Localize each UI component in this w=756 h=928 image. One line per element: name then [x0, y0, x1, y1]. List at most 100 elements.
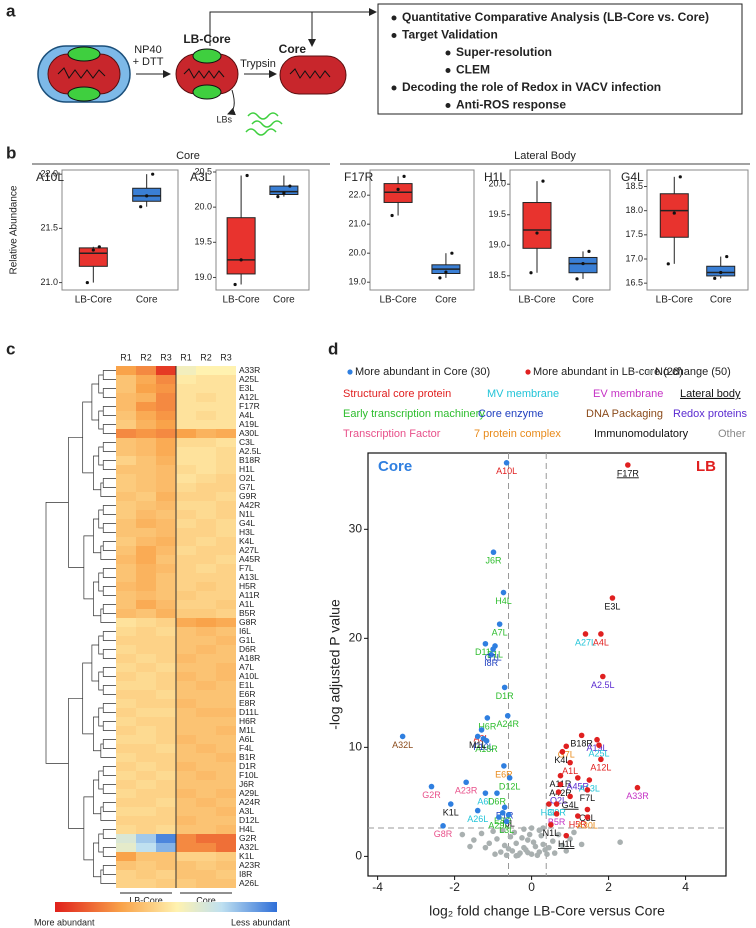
panel-label: c	[6, 339, 15, 358]
heatmap-cell	[156, 528, 176, 537]
heatmap-cell	[196, 429, 216, 438]
point-label: G2R	[422, 790, 441, 800]
data-point	[567, 793, 573, 800]
y-tick-label: 19.0	[348, 277, 366, 287]
category-legend: EV membrane	[593, 388, 663, 400]
heatmap-cell	[196, 636, 216, 645]
heatmap-cell	[136, 483, 156, 492]
heatmap-cell	[156, 663, 176, 672]
heatmap-cell	[176, 573, 196, 582]
heatmap-cell	[156, 618, 176, 627]
box	[522, 202, 552, 249]
heatmap-cell	[176, 843, 196, 852]
heatmap-cell	[176, 771, 196, 780]
heatmap-cell	[136, 456, 156, 465]
heatmap-cell	[156, 537, 176, 546]
dendrogram	[102, 568, 116, 578]
heatmap-cell	[216, 627, 236, 636]
bullet	[445, 68, 451, 73]
point-label: E8R	[494, 816, 512, 826]
dendrogram	[100, 608, 116, 623]
point-label: A30L	[577, 821, 598, 831]
group-label: Core	[196, 895, 216, 905]
point-label: A29L	[488, 821, 509, 831]
heatmap-cell	[136, 429, 156, 438]
heatmap-cell	[196, 528, 216, 537]
heatmap-cell	[156, 807, 176, 816]
heatmap-cell	[196, 699, 216, 708]
heatmap-cell	[216, 681, 236, 690]
heatmap-cell	[216, 483, 236, 492]
data-point	[282, 191, 286, 195]
group-label: LB-Core	[129, 895, 163, 905]
data-point	[725, 254, 729, 259]
heatmap-cell	[176, 501, 196, 510]
heatmap-cell	[196, 717, 216, 726]
category-legend: 7 protein complex	[474, 428, 561, 440]
dendrogram	[93, 455, 101, 491]
outcome-text: CLEM	[456, 63, 490, 77]
data-point	[578, 841, 585, 848]
heatmap-cell	[136, 645, 156, 654]
data-point	[463, 779, 469, 786]
data-point	[511, 829, 518, 836]
point-label: D6R	[488, 797, 507, 807]
heatmap-cell	[136, 420, 156, 429]
y-tick-label: 20.5	[194, 166, 212, 176]
heatmap-cell	[176, 474, 196, 483]
heatmap-cell	[156, 447, 176, 456]
heatmap-cell	[156, 771, 176, 780]
color-bar-label: Less abundant	[231, 917, 291, 927]
heatmap-cell	[216, 861, 236, 870]
row-label: G7L	[239, 482, 255, 492]
data-point	[553, 801, 560, 807]
group-header: Core	[176, 150, 200, 162]
heatmap-cell	[136, 474, 156, 483]
point-label: G8R	[434, 829, 453, 839]
heatmap-cell	[156, 825, 176, 834]
data-point	[546, 844, 552, 851]
category-legend: DNA Packaging	[586, 408, 663, 420]
y-tick-label: 30	[349, 521, 363, 535]
heatmap-cell	[176, 717, 196, 726]
category-legend: Immunomodulatory	[594, 428, 689, 440]
heatmap-cell	[176, 519, 196, 528]
heatmap-cell	[156, 627, 176, 636]
row-label: D6R	[239, 644, 256, 654]
heatmap-cell	[216, 834, 236, 843]
row-label: G2R	[239, 833, 256, 843]
heatmap-cell	[116, 870, 136, 879]
heatmap-cell	[136, 816, 156, 825]
point-label: G7L	[558, 750, 575, 760]
bullet	[391, 85, 397, 91]
data-point	[526, 831, 533, 838]
heatmap-cell	[136, 861, 156, 870]
data-point	[500, 589, 507, 596]
heatmap-cell	[136, 384, 156, 393]
y-axis-title: Relative Abundance	[9, 185, 20, 274]
data-point	[559, 748, 566, 755]
heatmap-cell	[136, 600, 156, 609]
x-tick-label: Core	[572, 295, 594, 306]
data-point	[505, 845, 512, 852]
data-point	[501, 684, 508, 691]
heatmap-cell	[116, 708, 136, 717]
dendrogram	[91, 644, 99, 682]
dendrogram	[98, 833, 104, 853]
x-tick-label: LB-Core	[379, 295, 417, 306]
dendrogram	[102, 829, 116, 839]
row-label: E8R	[239, 698, 256, 708]
heatmap-cell	[176, 735, 196, 744]
heatmap-cell	[216, 402, 236, 411]
data-point	[563, 848, 570, 854]
data-point	[678, 175, 682, 179]
heatmap-cell	[156, 366, 176, 375]
heatmap-cell	[176, 420, 196, 429]
x-axis-title: log₂ fold change LB-Core versus Core	[429, 903, 665, 919]
y-tick-label: 21.5	[40, 223, 58, 233]
heatmap-cell	[196, 420, 216, 429]
heatmap-cell	[176, 672, 196, 681]
row-label: F7L	[239, 563, 254, 573]
point-label: A27L	[575, 637, 596, 647]
point-label: A12L	[590, 763, 611, 773]
